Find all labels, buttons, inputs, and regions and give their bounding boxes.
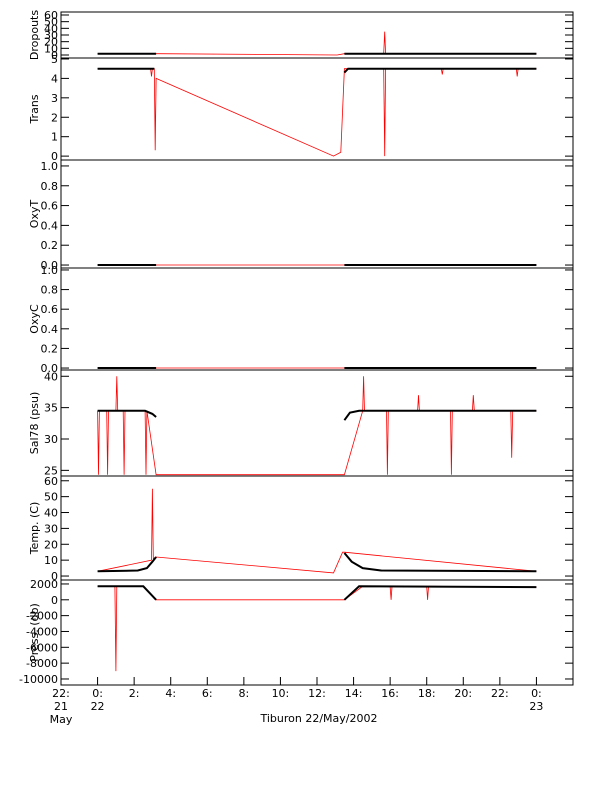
y-tick-label: 0.4: [41, 323, 59, 336]
y-tick-label: 60: [44, 475, 58, 488]
y-tick-label: 50: [44, 16, 58, 29]
y-tick-label: 0: [51, 570, 58, 583]
x-tick-label: 8:: [238, 687, 249, 700]
x-tick-sublabel: 21: [54, 700, 68, 713]
y-tick-label: 0.0: [41, 362, 59, 375]
x-tick-label: 10:: [272, 687, 290, 700]
y-tick-label: 0.6: [41, 303, 59, 316]
y-tick-label: 1.0: [41, 160, 59, 173]
x-tick-label: 14:: [345, 687, 363, 700]
x-tick-label: 6:: [202, 687, 213, 700]
y-tick-label: 0: [51, 594, 58, 607]
x-tick-sublabel: 22: [91, 700, 105, 713]
panel-frame: [60, 369, 574, 477]
x-tick-label: 12:: [308, 687, 326, 700]
data-line: [97, 376, 537, 476]
data-line: [97, 488, 537, 574]
x-tick-label: 22:: [52, 687, 70, 700]
y-tick-label: 4: [51, 72, 58, 85]
y-tick-label: -2000: [26, 610, 58, 623]
y-tick-label: 5: [51, 53, 58, 66]
y-tick-label: 30: [44, 522, 58, 535]
data-line: [97, 68, 537, 157]
x-tick-label: 2:: [129, 687, 140, 700]
panel-frame: [60, 579, 574, 686]
y-axis-label: OxyC: [28, 304, 41, 334]
y-tick-label: 20: [44, 538, 58, 551]
data-line: [97, 585, 537, 601]
y-tick-label: 25: [44, 464, 58, 477]
y-tick-label: 40: [44, 22, 58, 35]
x-tick-label: 20:: [454, 687, 472, 700]
y-tick-label: -6000: [26, 641, 58, 654]
y-tick-label: 0: [51, 49, 58, 62]
data-line: [97, 585, 537, 672]
y-axis-label: Press. (db): [28, 603, 41, 662]
y-tick-label: 1: [51, 131, 58, 144]
x-tick-label: 16:: [381, 687, 399, 700]
y-tick-label: 40: [44, 370, 58, 383]
y-tick-label: 10: [44, 42, 58, 55]
x-tick-sublabel: 23: [529, 700, 543, 713]
panel-frame: [60, 57, 574, 161]
panel-frame: [60, 267, 574, 371]
data-line: [97, 552, 537, 573]
y-tick-label: -8000: [26, 657, 58, 670]
x-tick-label: 18:: [418, 687, 436, 700]
x-tick-sublabel: May: [50, 713, 73, 726]
y-tick-label: 2: [51, 111, 58, 124]
x-tick-label: 4:: [165, 687, 176, 700]
panel-frame: [60, 475, 574, 581]
y-tick-label: 20: [44, 36, 58, 49]
y-tick-label: 30: [44, 433, 58, 446]
data-line: [97, 67, 537, 74]
y-tick-label: 2000: [30, 578, 58, 591]
y-tick-label: 0.4: [41, 219, 59, 232]
y-tick-label: 0.8: [41, 180, 59, 193]
y-axis-label: Dropouts: [28, 10, 41, 60]
data-line: [97, 31, 537, 56]
y-axis-label: Trans: [28, 94, 41, 124]
y-tick-label: 0.6: [41, 200, 59, 213]
y-axis-label: OxyT: [28, 200, 41, 229]
y-tick-label: 1.0: [41, 264, 59, 277]
y-tick-label: 60: [44, 9, 58, 22]
y-tick-label: 0: [51, 150, 58, 163]
y-tick-label: 30: [44, 29, 58, 42]
y-axis-label: Sal78 (psu): [28, 392, 41, 455]
y-tick-label: -4000: [26, 625, 58, 638]
y-tick-label: 0.0: [41, 259, 59, 272]
y-tick-label: 0.2: [41, 342, 59, 355]
x-tick-label: 22:: [491, 687, 509, 700]
y-tick-label: 40: [44, 507, 58, 520]
panel-frame: [60, 11, 574, 59]
y-tick-label: 50: [44, 491, 58, 504]
panel-frame: [60, 159, 574, 269]
y-tick-label: 10: [44, 554, 58, 567]
x-tick-label: 0:: [92, 687, 103, 700]
x-tick-label: 0:: [531, 687, 542, 700]
y-tick-label: 3: [51, 92, 58, 105]
y-tick-label: -10000: [19, 673, 58, 686]
y-axis-label: Temp. (C): [28, 502, 41, 556]
data-line: [97, 409, 537, 421]
x-axis-label: Tiburon 22/May/2002: [259, 712, 377, 725]
y-tick-label: 0.8: [41, 284, 59, 297]
y-tick-label: 35: [44, 402, 58, 415]
y-tick-label: 0.2: [41, 239, 59, 252]
